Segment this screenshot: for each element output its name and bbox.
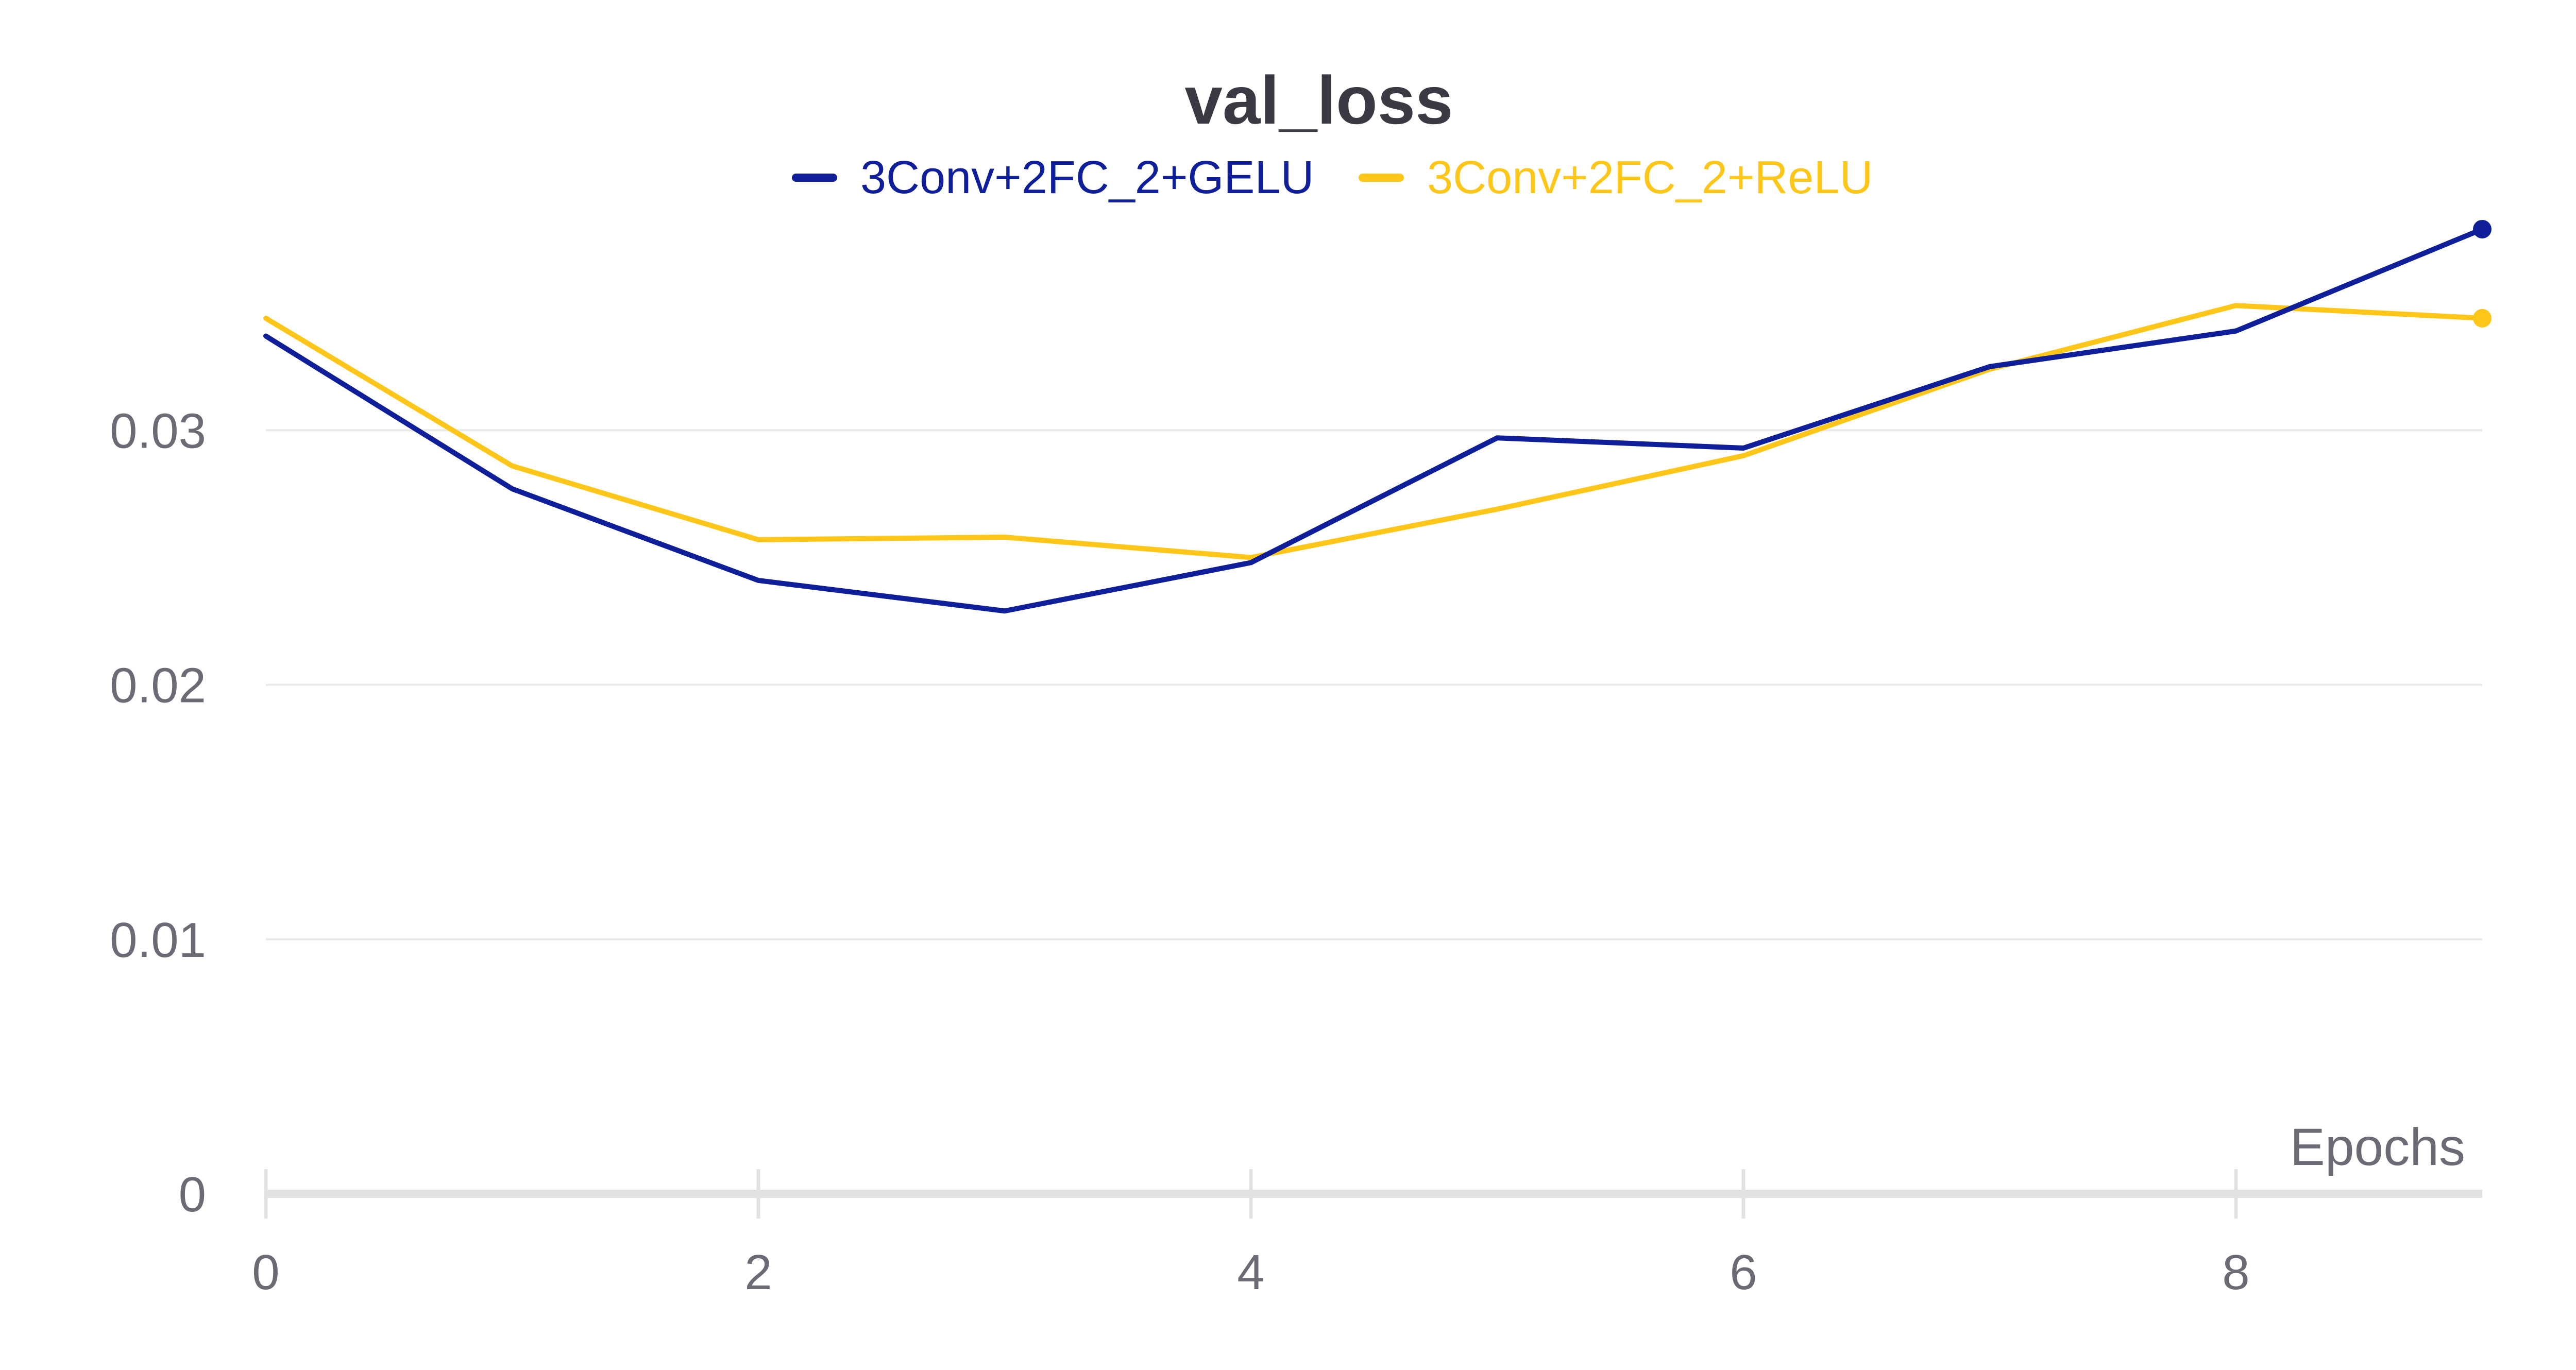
grid-lines: [266, 429, 2482, 940]
series-end-point-gelu: [2473, 219, 2492, 238]
x-axis: 0 2 4 6 8: [252, 1169, 2482, 1300]
chart-title: val_loss: [1184, 62, 1453, 138]
series-end-point-relu: [2473, 309, 2492, 328]
y-tick-label: 0.01: [110, 913, 206, 968]
y-tick-label: 0.03: [110, 403, 206, 458]
x-tick-label: 0: [252, 1245, 279, 1300]
x-tick-label: 8: [2222, 1245, 2249, 1300]
y-tick-label: 0.02: [110, 658, 206, 713]
y-axis-ticks: 0 0.01 0.02 0.03: [110, 403, 206, 1222]
legend-label: 3Conv+2FC_2+GELU: [860, 152, 1314, 203]
series-lines: [263, 219, 2492, 614]
series-line-relu: [263, 303, 2485, 560]
x-axis-label: Epochs: [2290, 1118, 2465, 1176]
x-tick-label: 6: [1730, 1245, 1757, 1300]
x-tick-label: 4: [1237, 1245, 1264, 1300]
series-line-gelu: [263, 226, 2485, 614]
legend: 3Conv+2FC_2+GELU 3Conv+2FC_2+ReLU: [792, 152, 1873, 203]
x-tick-label: 2: [744, 1245, 772, 1300]
legend-label: 3Conv+2FC_2+ReLU: [1427, 152, 1873, 203]
y-tick-label: 0: [179, 1167, 206, 1222]
